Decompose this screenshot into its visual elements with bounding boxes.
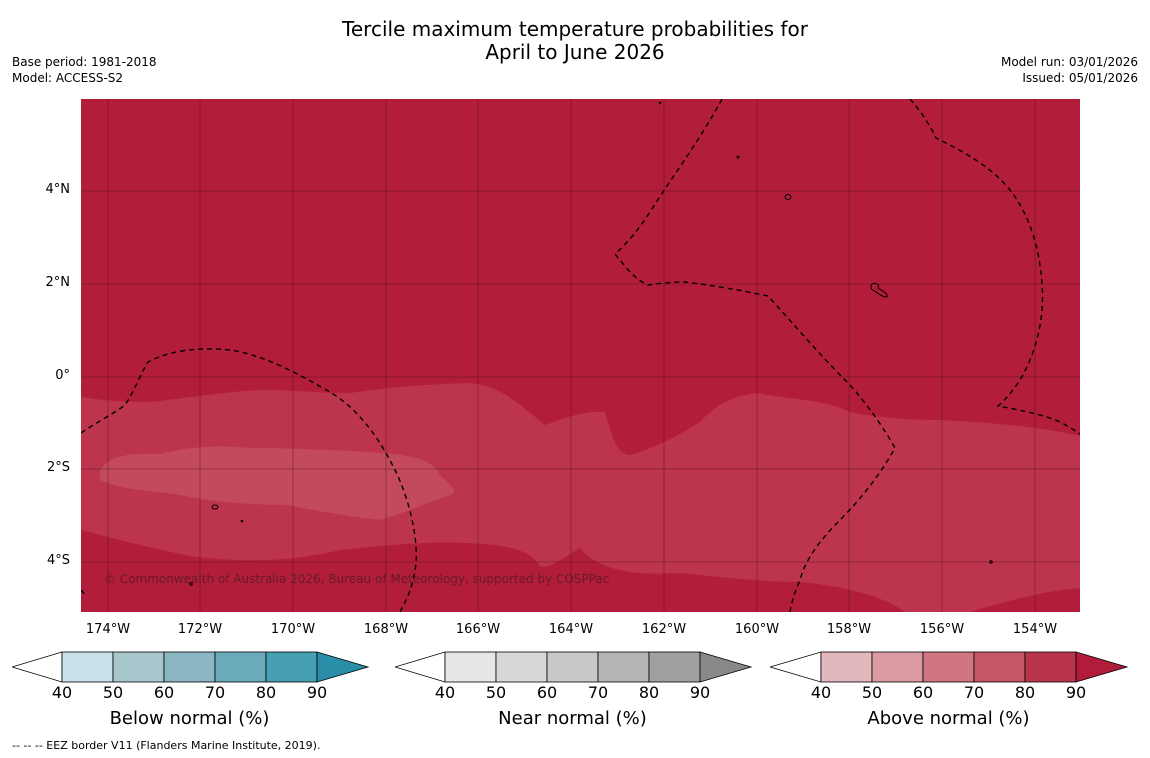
model-name: Model: ACCESS-S2 — [12, 71, 124, 85]
lon-label: 174°W — [85, 622, 131, 637]
colorbar-1 — [395, 651, 753, 683]
colorbar-segment — [112, 651, 165, 683]
eez-border-corner — [81, 589, 87, 597]
island-2 — [870, 282, 888, 298]
colorbar-tick-label: 70 — [587, 683, 609, 702]
map-title: Tercile maximum temperature probabilitie… — [0, 18, 1150, 64]
colorbar-title: Near normal (%) — [498, 708, 647, 729]
colorbar-tick-label: 90 — [1065, 683, 1087, 702]
colorbar-title: Above normal (%) — [867, 708, 1030, 729]
colorbar-segment — [265, 651, 318, 683]
copyright-notice: © Commonwealth of Australia 2026, Bureau… — [104, 572, 610, 586]
colorbar-0 — [12, 651, 370, 683]
lon-label: 164°W — [548, 622, 594, 637]
colorbar-2 — [770, 651, 1129, 683]
lon-label: 166°W — [455, 622, 501, 637]
lon-label: 154°W — [1012, 622, 1058, 637]
colorbar-title: Below normal (%) — [109, 708, 270, 729]
eez-footnote: -- -- -- EEZ border V11 (Flanders Marine… — [12, 739, 321, 752]
colorbar-segment — [214, 651, 267, 683]
lon-label: 158°W — [826, 622, 872, 637]
colorbar-segment — [922, 651, 975, 683]
colorbar-tick-label: 50 — [485, 683, 507, 702]
colorbar-tick-label: 80 — [255, 683, 277, 702]
lat-label: 4°N — [45, 182, 71, 197]
lon-label: 156°W — [919, 622, 965, 637]
lon-label: 162°W — [641, 622, 687, 637]
eez-border-east — [909, 99, 1080, 435]
island-8 — [189, 582, 193, 586]
map-grid — [81, 99, 1080, 612]
lat-label: 0° — [55, 368, 70, 383]
colorbar-extend-low — [395, 651, 446, 683]
colorbar-segment — [163, 651, 216, 683]
colorbar-segment — [820, 651, 873, 683]
colorbar-segment — [648, 651, 701, 683]
base-period: Base period: 1981-2018 — [12, 55, 157, 69]
colorbar-extend-low — [12, 651, 63, 683]
colorbar-tick-label: 60 — [153, 683, 175, 702]
island-4 — [736, 155, 740, 159]
probability-region-60-70 — [100, 446, 455, 520]
colorbar-tick-label: 40 — [810, 683, 832, 702]
colorbar-segment — [871, 651, 924, 683]
lon-label: 160°W — [734, 622, 780, 637]
colorbar-segment — [546, 651, 599, 683]
lon-label: 168°W — [363, 622, 409, 637]
eez-border — [81, 99, 1080, 612]
colorbar-segment — [444, 651, 497, 683]
lon-label: 170°W — [270, 622, 316, 637]
title-line-1: Tercile maximum temperature probabilitie… — [342, 17, 808, 41]
colorbar-segment — [61, 651, 114, 683]
colorbar-segment — [973, 651, 1026, 683]
colorbar-segment — [597, 651, 650, 683]
colorbar-tick-label: 90 — [689, 683, 711, 702]
colorbar-tick-label: 50 — [861, 683, 883, 702]
meta-left: Base period: 1981-2018 Model: ACCESS-S2 — [12, 54, 157, 86]
colorbar-tick-label: 80 — [638, 683, 660, 702]
colorbar-tick-label: 60 — [912, 683, 934, 702]
title-line-2: April to June 2026 — [485, 40, 665, 64]
island-7 — [240, 519, 244, 523]
lat-label: 2°N — [45, 275, 71, 290]
colorbar-tick-label: 80 — [1014, 683, 1036, 702]
colorbar-extend-low — [770, 651, 822, 683]
model-run: Model run: 03/01/2026 — [1000, 55, 1138, 69]
colorbar-tick-label: 60 — [536, 683, 558, 702]
islands — [189, 101, 993, 586]
island-6 — [989, 560, 993, 564]
eez-border-west — [81, 348, 417, 612]
colorbar-tick-label: 70 — [963, 683, 985, 702]
island-5 — [658, 101, 662, 105]
colorbar-segment — [495, 651, 548, 683]
colorbar-extend-high — [1075, 651, 1129, 683]
colorbar-tick-label: 70 — [204, 683, 226, 702]
colorbar-extend-high — [699, 651, 753, 683]
lat-label: 4°S — [46, 553, 70, 568]
colorbar-segment — [1024, 651, 1077, 683]
island-1 — [784, 194, 792, 200]
island-3 — [211, 504, 219, 510]
colorbar-tick-label: 40 — [51, 683, 73, 702]
issued-date: Issued: 05/01/2026 — [1022, 71, 1138, 85]
probability-region-70-80 — [81, 383, 1080, 612]
colorbar-tick-label: 50 — [102, 683, 124, 702]
lon-label: 172°W — [177, 622, 223, 637]
meta-right: Model run: 03/01/2026 Issued: 05/01/2026 — [1001, 54, 1138, 86]
lat-label: 2°S — [46, 460, 70, 475]
colorbar-tick-label: 90 — [306, 683, 328, 702]
colorbar-tick-label: 40 — [434, 683, 456, 702]
colorbar-extend-high — [316, 651, 370, 683]
